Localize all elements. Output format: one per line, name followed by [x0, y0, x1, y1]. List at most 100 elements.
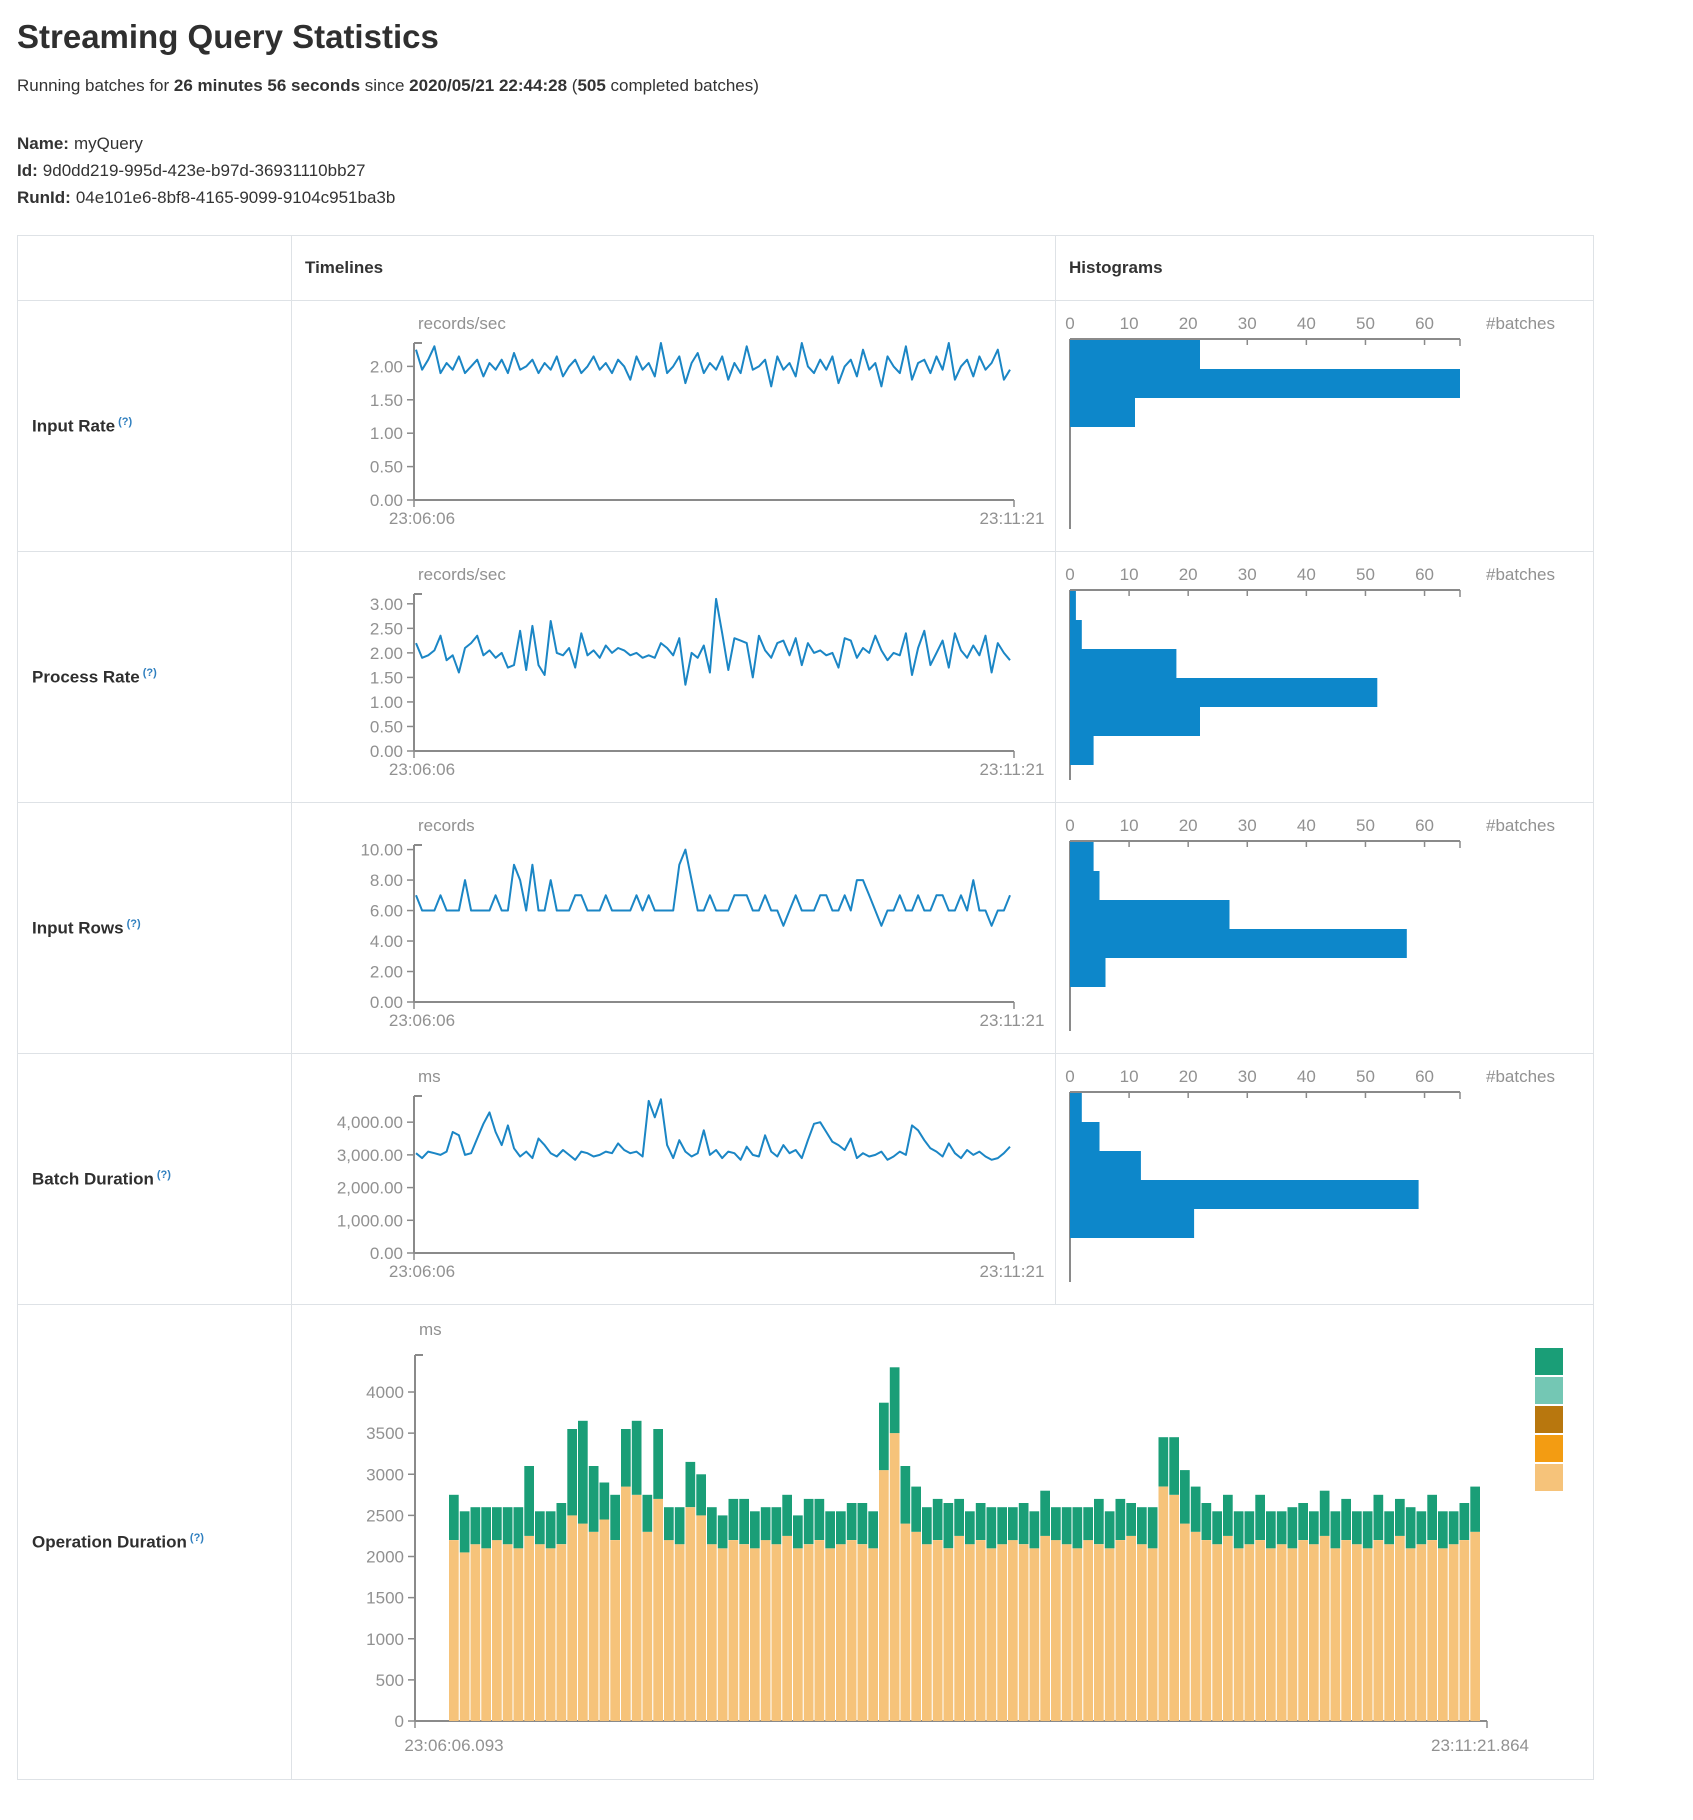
svg-text:4,000.00: 4,000.00 — [337, 1113, 403, 1132]
svg-text:40: 40 — [1297, 565, 1316, 584]
start-timestamp: 2020/05/21 22:44:28 — [409, 76, 568, 95]
batch-duration-timeline-chart: ms 0.00 1,000.00 2,000.00 3,000.00 4,000.00 23… — [337, 1067, 1045, 1281]
input-rows-timeline-cell: records 0.00 2.00 4.00 6.00 8.00 10.00 23:06:06… — [292, 803, 1056, 1054]
row-label-batch-duration: Batch Duration (?) — [18, 1054, 292, 1305]
help-icon[interactable]: (?) — [126, 917, 141, 930]
batch-duration-histogram-chart: 0 10 20 30 40 50 60 #batches — [1065, 1067, 1555, 1282]
svg-text:23:11:21: 23:11:21 — [980, 760, 1045, 779]
query-id-row: Id: 9d0dd219-995d-423e-b97d-36931110bb27 — [17, 157, 1693, 184]
svg-text:20: 20 — [1179, 1067, 1198, 1086]
svg-text:10.00: 10.00 — [360, 841, 403, 860]
subtitle-mid: since — [360, 76, 410, 95]
svg-text:0: 0 — [1065, 1067, 1074, 1086]
svg-text:60: 60 — [1415, 314, 1434, 333]
svg-text:1.50: 1.50 — [370, 391, 403, 410]
query-meta: Name: myQuery Id: 9d0dd219-995d-423e-b97d-… — [17, 130, 1693, 211]
svg-text:2500: 2500 — [366, 1506, 404, 1525]
help-icon[interactable]: (?) — [118, 415, 133, 428]
svg-text:10: 10 — [1120, 1067, 1139, 1086]
subtitle-suffix: completed batches) — [605, 76, 759, 95]
svg-text:3500: 3500 — [366, 1424, 404, 1443]
svg-text:0.50: 0.50 — [370, 458, 403, 477]
svg-text:23:06:06.093: 23:06:06.093 — [404, 1736, 503, 1755]
svg-text:ms: ms — [418, 1067, 441, 1086]
svg-text:4.00: 4.00 — [370, 932, 403, 951]
row-label-input-rate: Input Rate (?) — [18, 301, 292, 552]
legend-swatch — [1535, 1464, 1563, 1491]
legend-swatch — [1535, 1348, 1563, 1375]
id-label: Id: — [17, 161, 38, 180]
batch-duration-timeline-cell: ms 0.00 1,000.00 2,000.00 3,000.00 4,000.00 23… — [292, 1054, 1056, 1305]
svg-text:#batches: #batches — [1486, 816, 1555, 835]
histograms-column-header: Histograms — [1056, 236, 1593, 301]
svg-text:2.00: 2.00 — [370, 357, 403, 376]
svg-text:0.50: 0.50 — [370, 717, 403, 736]
batch-duration-histogram-cell: 0 10 20 30 40 50 60 #batches — [1056, 1054, 1593, 1305]
svg-text:10: 10 — [1120, 314, 1139, 333]
svg-text:20: 20 — [1179, 565, 1198, 584]
svg-text:0: 0 — [1065, 816, 1074, 835]
svg-text:10: 10 — [1120, 816, 1139, 835]
help-icon[interactable]: (?) — [142, 666, 157, 679]
process-rate-timeline-cell: records/sec 0.00 0.50 1.00 1.50 2.00 2.50 3.00 2… — [292, 552, 1056, 803]
svg-text:8.00: 8.00 — [370, 871, 403, 890]
svg-text:50: 50 — [1356, 314, 1375, 333]
input-rows-histogram-cell: 0 10 20 30 40 50 60 #batches — [1056, 803, 1593, 1054]
subtitle-prefix: Running batches for — [17, 76, 174, 95]
subtitle-open-paren: ( — [571, 76, 578, 95]
svg-text:2.50: 2.50 — [370, 619, 403, 638]
help-icon[interactable]: (?) — [189, 1531, 204, 1544]
svg-text:0.00: 0.00 — [370, 742, 403, 761]
id-value: 9d0dd219-995d-423e-b97d-36931110bb27 — [42, 161, 366, 180]
svg-text:23:06:06: 23:06:06 — [389, 760, 455, 779]
legend-swatch — [1535, 1377, 1563, 1404]
query-runid-row: RunId: 04e101e6-8bf8-4165-9099-9104c951ba… — [17, 184, 1693, 211]
svg-text:60: 60 — [1415, 1067, 1434, 1086]
svg-text:2,000.00: 2,000.00 — [337, 1179, 403, 1198]
svg-text:50: 50 — [1356, 1067, 1375, 1086]
svg-text:0: 0 — [395, 1712, 404, 1731]
completed-batch-count: 505 — [577, 76, 606, 95]
query-name-row: Name: myQuery — [17, 130, 1693, 157]
svg-text:6.00: 6.00 — [370, 902, 403, 921]
svg-text:23:06:06: 23:06:06 — [389, 1262, 455, 1281]
svg-text:records/sec: records/sec — [418, 314, 506, 333]
svg-text:23:06:06: 23:06:06 — [389, 1011, 455, 1030]
svg-text:#batches: #batches — [1486, 314, 1555, 333]
name-value: myQuery — [73, 134, 143, 153]
svg-text:50: 50 — [1356, 816, 1375, 835]
svg-text:40: 40 — [1297, 314, 1316, 333]
svg-text:1500: 1500 — [366, 1589, 404, 1608]
runid-value: 04e101e6-8bf8-4165-9099-9104c951ba3b — [75, 188, 396, 207]
svg-text:records: records — [418, 816, 475, 835]
header-empty-cell — [18, 236, 292, 301]
row-label-process-rate: Process Rate (?) — [18, 552, 292, 803]
svg-text:3,000.00: 3,000.00 — [337, 1146, 403, 1165]
svg-text:1.00: 1.00 — [370, 424, 403, 443]
input-rate-timeline-cell: records/sec 0.00 0.50 1.00 1.50 2.00 23:06:06 2… — [292, 301, 1056, 552]
runid-label: RunId: — [17, 188, 71, 207]
svg-text:23:06:06: 23:06:06 — [389, 509, 455, 528]
operation-duration-cell: ms 0 500 1000 1500 2000 2500 3000 3500 4000 23:06:… — [292, 1305, 1593, 1779]
running-batches-line: Running batches for 26 minutes 56 second… — [17, 76, 1693, 96]
svg-text:records/sec: records/sec — [418, 565, 506, 584]
svg-text:30: 30 — [1238, 1067, 1257, 1086]
svg-text:#batches: #batches — [1486, 1067, 1555, 1086]
process-rate-histogram-chart: 0 10 20 30 40 50 60 #batches — [1065, 565, 1555, 780]
svg-text:20: 20 — [1179, 314, 1198, 333]
svg-text:1,000.00: 1,000.00 — [337, 1211, 403, 1230]
svg-text:40: 40 — [1297, 1067, 1316, 1086]
input-rate-histogram-chart: 0 10 20 30 40 50 60 #batches — [1065, 314, 1555, 529]
running-duration: 26 minutes 56 seconds — [173, 76, 361, 95]
svg-text:1000: 1000 — [366, 1630, 404, 1649]
svg-text:0: 0 — [1065, 314, 1074, 333]
svg-text:10: 10 — [1120, 565, 1139, 584]
input-rate-timeline-chart: records/sec 0.00 0.50 1.00 1.50 2.00 23:06:06 2… — [370, 314, 1045, 528]
svg-text:2.00: 2.00 — [370, 963, 403, 982]
process-rate-histogram-cell: 0 10 20 30 40 50 60 #batches — [1056, 552, 1593, 803]
operation-duration-legend — [1535, 1348, 1563, 1493]
svg-text:60: 60 — [1415, 565, 1434, 584]
help-icon[interactable]: (?) — [156, 1168, 171, 1181]
svg-text:30: 30 — [1238, 314, 1257, 333]
